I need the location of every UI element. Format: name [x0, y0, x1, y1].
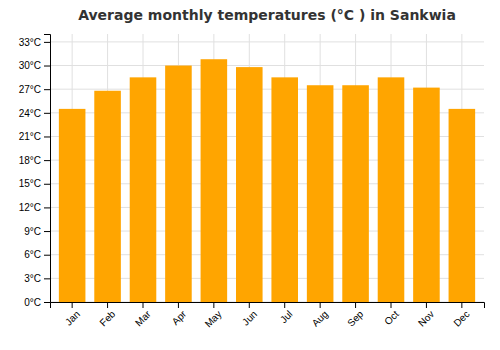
tick: Aug	[310, 302, 330, 329]
tick-mark	[44, 278, 50, 279]
tick-mark	[178, 302, 179, 308]
tick: Jun	[240, 302, 259, 328]
bar	[236, 67, 263, 302]
tick: Sep	[345, 302, 366, 329]
tick-label: 24°C	[19, 108, 41, 119]
tick-label: Oct	[382, 308, 401, 327]
tick-mark	[44, 184, 50, 185]
tick: 9°C	[24, 226, 50, 237]
tick-mark	[249, 302, 250, 308]
tick-label: 9°C	[24, 226, 41, 237]
tick-label: 12°C	[19, 202, 41, 213]
tick: Jan	[63, 302, 82, 328]
tick-label: 33°C	[19, 37, 41, 48]
bar	[165, 66, 192, 302]
tick-mark	[72, 302, 73, 308]
tick: 24°C	[19, 108, 50, 119]
tick-mark	[44, 42, 50, 43]
tick-label: Nov	[416, 308, 436, 328]
tick: 6°C	[24, 249, 50, 260]
tick: 21°C	[19, 131, 50, 142]
tick-label: Jan	[63, 308, 82, 327]
tick-label: 3°C	[24, 273, 41, 284]
tick: 3°C	[24, 273, 50, 284]
tick-mark	[143, 302, 144, 308]
bar	[449, 109, 476, 302]
tick-label: Aug	[310, 308, 330, 328]
title: Average monthly temperatures (°C ) in Sa…	[78, 7, 456, 23]
tick-mark	[44, 231, 50, 232]
tick-label: 21°C	[19, 131, 41, 142]
plot: 0°C 3°C 6°C 9°C 12°C 15°C 18°C 21°C 24°C 27°C 30°C…	[19, 34, 485, 330]
tick: 33°C	[19, 37, 50, 48]
bars	[59, 59, 475, 302]
tick: Feb	[98, 302, 118, 328]
bar	[201, 59, 228, 302]
tick-label: 15°C	[19, 178, 41, 189]
tick: 27°C	[19, 84, 50, 95]
tick: Jul	[278, 302, 295, 325]
tick-mark	[44, 160, 50, 161]
tick: 30°C	[19, 60, 50, 71]
bar	[342, 85, 369, 302]
tick-mark	[44, 207, 50, 208]
y-axis: 0°C 3°C 6°C 9°C 12°C 15°C 18°C 21°C 24°C 27°C 30°C…	[19, 35, 51, 308]
tick: Mar	[133, 302, 153, 328]
tick-mark	[44, 113, 50, 114]
tick-label: May	[203, 308, 224, 329]
tick-mark	[461, 302, 462, 308]
tick: Oct	[382, 302, 401, 327]
bar	[94, 91, 121, 302]
tick: Nov	[416, 302, 436, 329]
x-axis: Jan Feb Mar Apr May Jun Jul Aug Sep Oct Nov Dec	[51, 302, 485, 330]
axis-line	[44, 35, 51, 303]
bar	[59, 109, 86, 302]
grid-line	[50, 65, 484, 66]
tick-mark	[320, 302, 321, 308]
tick-mark	[44, 302, 50, 303]
tick-label: Feb	[98, 308, 118, 328]
bar	[378, 77, 405, 302]
axis-line	[51, 303, 485, 309]
tick-mark	[44, 89, 50, 90]
tick: May	[203, 302, 224, 330]
tick-mark	[44, 136, 50, 137]
tick-label: 18°C	[19, 155, 41, 166]
tick-label: Apr	[170, 308, 189, 327]
tick-label: 6°C	[24, 249, 41, 260]
tick-label: Sep	[345, 308, 366, 329]
tick-mark	[107, 302, 108, 308]
tick-mark	[426, 302, 427, 308]
tick: 12°C	[19, 202, 50, 213]
tick-label: Jun	[240, 308, 259, 327]
bar	[413, 88, 440, 302]
grid-line	[50, 41, 484, 42]
tick-label: Mar	[133, 308, 153, 328]
tick-label: 30°C	[19, 60, 41, 71]
bar	[130, 77, 157, 302]
chart: 0°C 3°C 6°C 9°C 12°C 15°C 18°C 21°C 24°C 27°C 30°C…	[0, 0, 500, 350]
tick-mark	[44, 255, 50, 256]
tick: 18°C	[19, 155, 50, 166]
tick-label: 27°C	[19, 84, 41, 95]
tick-mark	[355, 302, 356, 308]
tick: Apr	[170, 302, 189, 327]
tick-label: Dec	[451, 308, 471, 328]
tick-mark	[391, 302, 392, 308]
tick: Dec	[451, 302, 471, 329]
tick: 0°C	[24, 297, 50, 308]
tick-mark	[213, 302, 214, 308]
grid	[50, 34, 484, 302]
tick: 15°C	[19, 178, 50, 189]
bar	[307, 85, 334, 302]
tick-label: 0°C	[24, 297, 41, 308]
bar	[271, 77, 298, 302]
tick-mark	[284, 302, 285, 308]
tick-label: Jul	[278, 308, 295, 325]
tick-mark	[44, 66, 50, 67]
